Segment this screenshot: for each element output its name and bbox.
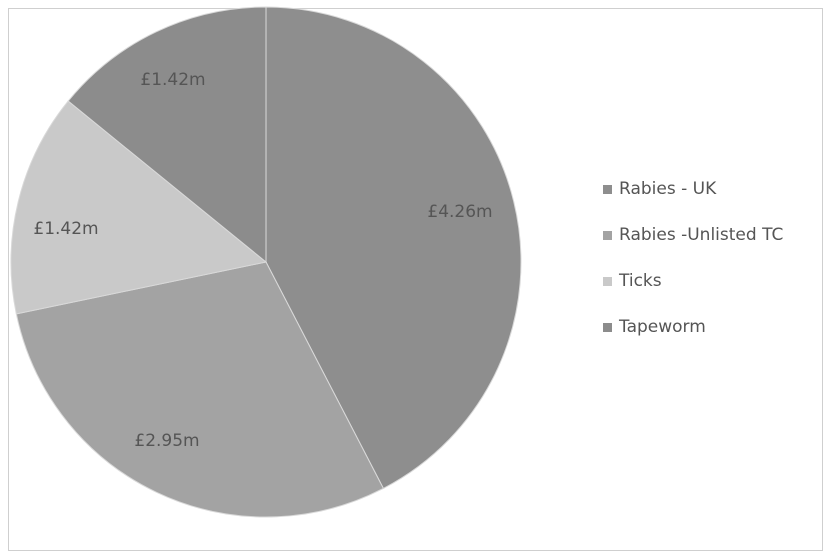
legend-swatch xyxy=(603,276,612,286)
data-label: £4.26m xyxy=(427,202,492,222)
legend-item: Rabies - UK xyxy=(603,166,823,212)
legend: Rabies - UK Rabies -Unlisted TC Ticks Tapew… xyxy=(603,166,823,350)
legend-label: Ticks xyxy=(619,271,662,291)
legend-item: Rabies -Unlisted TC xyxy=(603,212,823,258)
legend-swatch xyxy=(603,184,612,194)
data-label: £2.95m xyxy=(134,431,199,451)
pie-slices xyxy=(10,6,522,518)
legend-swatch xyxy=(603,322,612,332)
pie-slice-ticks xyxy=(10,100,268,315)
legend-swatch xyxy=(603,230,612,240)
data-label: £1.42m xyxy=(33,219,98,239)
pie-slice-rabies-unlisted-tc xyxy=(15,261,385,518)
legend-item: Tapeworm xyxy=(603,304,823,350)
slice-labels: £4.26m £2.95m £1.42m £1.42m xyxy=(33,70,492,451)
pie-slice-tapeworm xyxy=(67,6,267,264)
data-label: £1.42m xyxy=(140,70,205,90)
legend-item: Ticks xyxy=(603,258,823,304)
pie-slice-rabies-uk xyxy=(265,6,522,490)
legend-label: Tapeworm xyxy=(619,317,706,337)
legend-label: Rabies - UK xyxy=(619,179,717,199)
legend-label: Rabies -Unlisted TC xyxy=(619,225,784,245)
